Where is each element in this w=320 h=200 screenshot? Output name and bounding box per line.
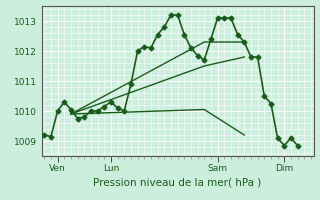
X-axis label: Pression niveau de la mer( hPa ): Pression niveau de la mer( hPa ) xyxy=(93,178,262,188)
